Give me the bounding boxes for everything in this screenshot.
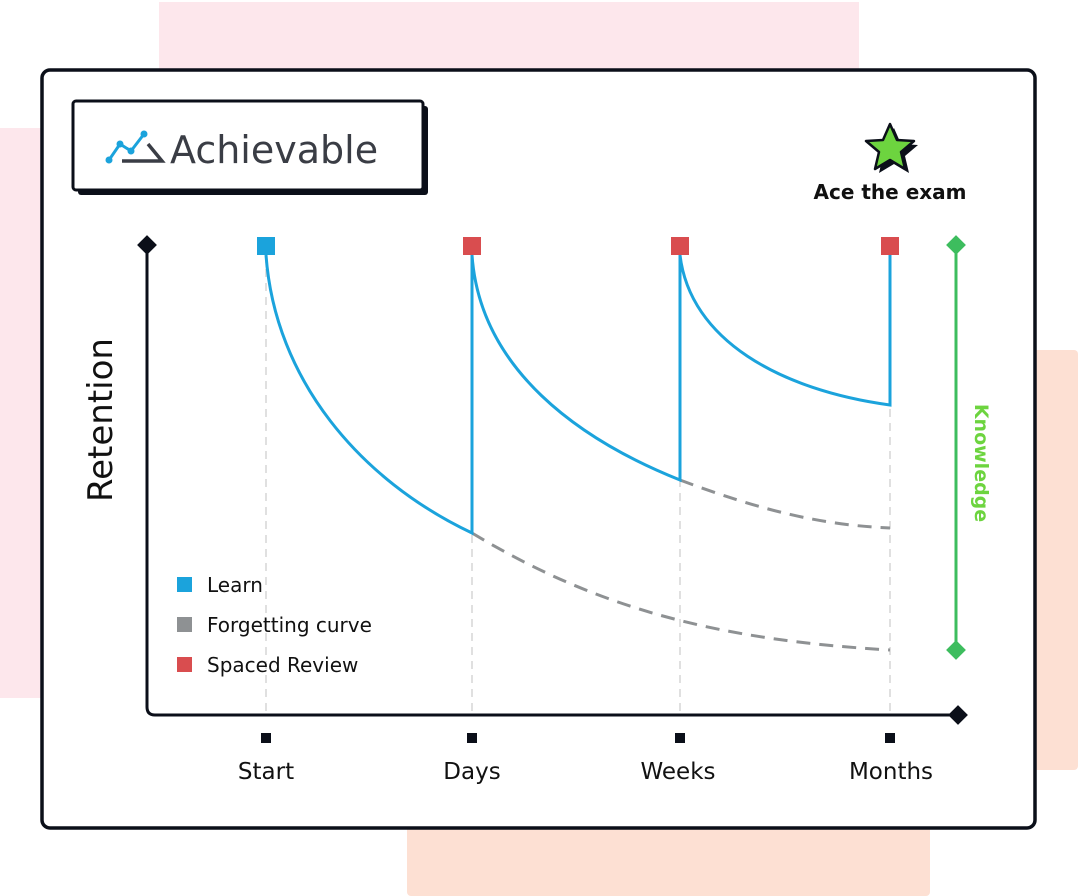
- legend: Learn Forgetting curve Spaced Review: [177, 573, 372, 677]
- x-axis-arrow: [948, 705, 968, 725]
- legend-label: Spaced Review: [207, 653, 358, 677]
- y-axis-label: Retention: [81, 338, 121, 502]
- x-tick-label: Start: [238, 759, 294, 785]
- legend-swatch: [177, 617, 192, 632]
- x-tick-label: Days: [443, 759, 500, 785]
- review-marker: [881, 237, 899, 255]
- logo: Achievable: [71, 99, 428, 195]
- axes: [145, 245, 958, 717]
- forgetting-curves: [471, 478, 891, 652]
- legend-swatch: [177, 577, 192, 592]
- knowledge-label: Knowledge: [970, 404, 992, 522]
- review-marker: [463, 237, 481, 255]
- learn-marker: [257, 237, 275, 255]
- retention-curve: [264, 254, 892, 536]
- legend-label: Forgetting curve: [207, 613, 372, 637]
- legend-label: Learn: [207, 573, 263, 597]
- legend-swatch: [177, 657, 192, 672]
- knowledge-bottom: [946, 640, 966, 660]
- card: [40, 68, 1037, 830]
- x-tick-label: Weeks: [641, 759, 716, 785]
- logo-text: Achievable: [170, 128, 378, 172]
- x-tick-label: Months: [849, 759, 933, 785]
- goal-label: Ace the exam: [814, 180, 967, 204]
- y-axis-arrow: [137, 235, 157, 255]
- star-icon: [864, 122, 918, 173]
- x-ticks: [261, 733, 895, 743]
- review-marker: [671, 237, 689, 255]
